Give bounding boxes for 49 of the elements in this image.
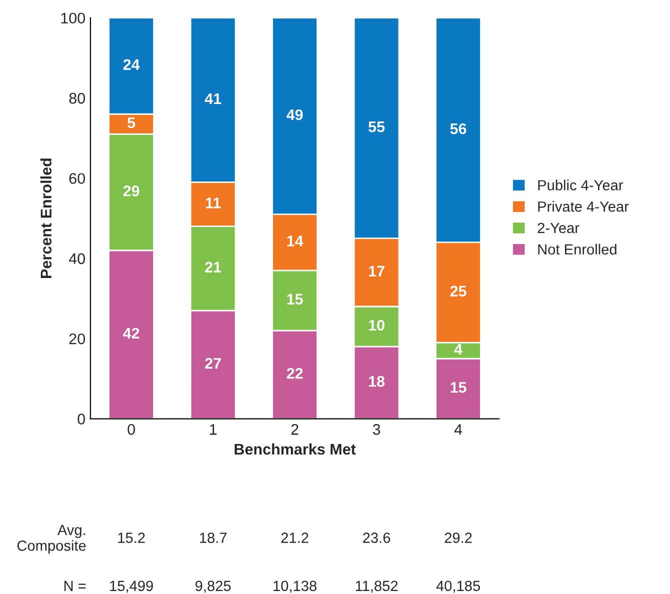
text: N = bbox=[64, 580, 86, 591]
y-tick-label: 60 bbox=[69, 173, 85, 184]
y-tick-label: 100 bbox=[61, 12, 85, 24]
y-tick-label: 0 bbox=[78, 414, 85, 424]
x-tick-label: 2 bbox=[291, 424, 298, 435]
data-label: 41 bbox=[204, 93, 222, 104]
data-label: 22 bbox=[286, 368, 303, 379]
text: 18.7 bbox=[200, 532, 227, 543]
text: 11,852 bbox=[356, 580, 398, 593]
x-tick-label: 4 bbox=[454, 424, 462, 435]
legend-label: Public 4-Year bbox=[538, 180, 624, 190]
text: 29.2 bbox=[444, 532, 472, 543]
data-label: 49 bbox=[286, 109, 303, 120]
legend-label: 2-Year bbox=[538, 222, 580, 234]
text: 15,499 bbox=[110, 580, 153, 593]
legend-label: Private 4-Year bbox=[538, 201, 629, 212]
data-label: 14 bbox=[287, 236, 304, 246]
y-tick-label: 80 bbox=[69, 92, 85, 104]
data-label: 10 bbox=[369, 320, 384, 331]
y-tick-label: 20 bbox=[69, 333, 85, 344]
y-tick-label: 40 bbox=[68, 253, 85, 264]
data-label: 55 bbox=[368, 122, 385, 132]
data-label: 15 bbox=[287, 294, 303, 305]
text: Avg. Composite bbox=[17, 524, 86, 554]
x-axis-title: Benchmarks Met bbox=[234, 443, 356, 455]
x-tick-label: 0 bbox=[128, 424, 135, 435]
data-label: 24 bbox=[123, 59, 140, 70]
text: 9,825 bbox=[196, 580, 231, 593]
data-label: 56 bbox=[450, 123, 466, 134]
data-label: 21 bbox=[205, 262, 222, 272]
data-label: 25 bbox=[450, 286, 466, 297]
text: 23.6 bbox=[363, 532, 390, 543]
data-label: 42 bbox=[123, 328, 140, 339]
text: 15.2 bbox=[118, 532, 145, 543]
y-axis-title: Percent Enrolled bbox=[40, 158, 52, 278]
data-label: 5 bbox=[128, 118, 136, 128]
data-label: 17 bbox=[369, 266, 384, 276]
data-label: 18 bbox=[369, 376, 385, 387]
text: 10,138 bbox=[274, 580, 316, 593]
data-label: 11 bbox=[206, 198, 221, 208]
data-label: 29 bbox=[123, 186, 140, 196]
legend-label: Not Enrolled bbox=[538, 244, 616, 255]
data-label: 4 bbox=[454, 344, 462, 355]
text: 21.2 bbox=[281, 532, 308, 543]
text: 40,185 bbox=[436, 580, 480, 593]
x-tick-label: 3 bbox=[372, 424, 380, 435]
data-label: 27 bbox=[205, 358, 221, 369]
data-label: 15 bbox=[450, 382, 466, 393]
x-tick-label: 1 bbox=[210, 424, 217, 435]
